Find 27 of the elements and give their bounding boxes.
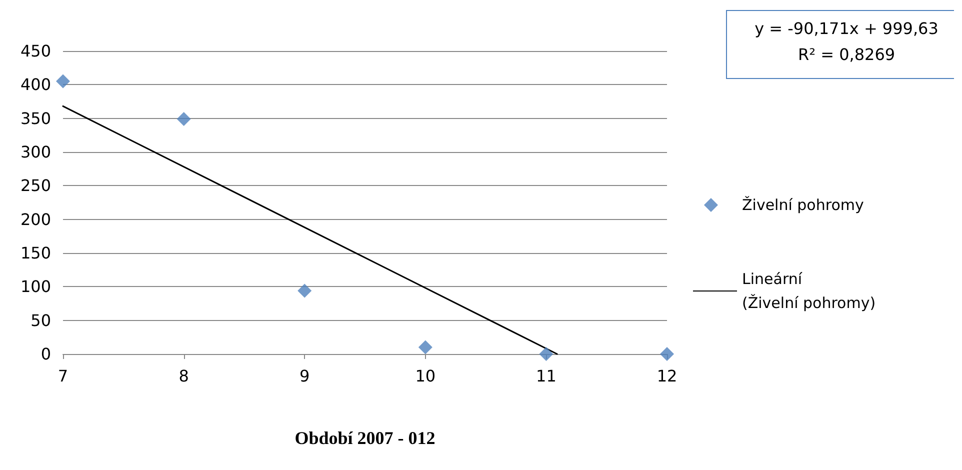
y-tick-label: 0	[40, 344, 51, 364]
text: y = -90,171x + 999,63	[754, 19, 938, 38]
x-tick-label: 10	[415, 366, 436, 386]
point	[418, 340, 432, 354]
y-tick-label: 350	[20, 108, 51, 128]
legend-label: Živelní pohromy	[742, 196, 864, 214]
point	[539, 347, 554, 361]
y-tick-label: 150	[20, 244, 51, 262]
y-tick-label: 200	[20, 210, 51, 229]
text: R² = 0,8269	[798, 45, 896, 64]
y-tick-label: 400	[20, 75, 51, 94]
point	[56, 74, 70, 88]
y-tick-label: 50	[30, 310, 51, 330]
y-tick-label: 300	[20, 142, 51, 162]
point	[176, 112, 191, 126]
x-axis-title: Období 2007 - 012	[294, 428, 436, 448]
x-tick-label: 8	[178, 366, 189, 386]
y-tick-label: 100	[20, 277, 51, 296]
x-tick-label: 9	[300, 366, 310, 386]
x-tick-label: 12	[656, 366, 678, 386]
x-tick-label: 11	[536, 366, 556, 386]
point	[660, 347, 674, 361]
x-tick-label: 7	[58, 366, 68, 386]
point	[298, 284, 312, 298]
legend-label: Lineární (Živelní pohromy)	[742, 270, 876, 312]
y-tick-label: 250	[20, 176, 51, 196]
y-tick-label: 450	[20, 42, 51, 60]
